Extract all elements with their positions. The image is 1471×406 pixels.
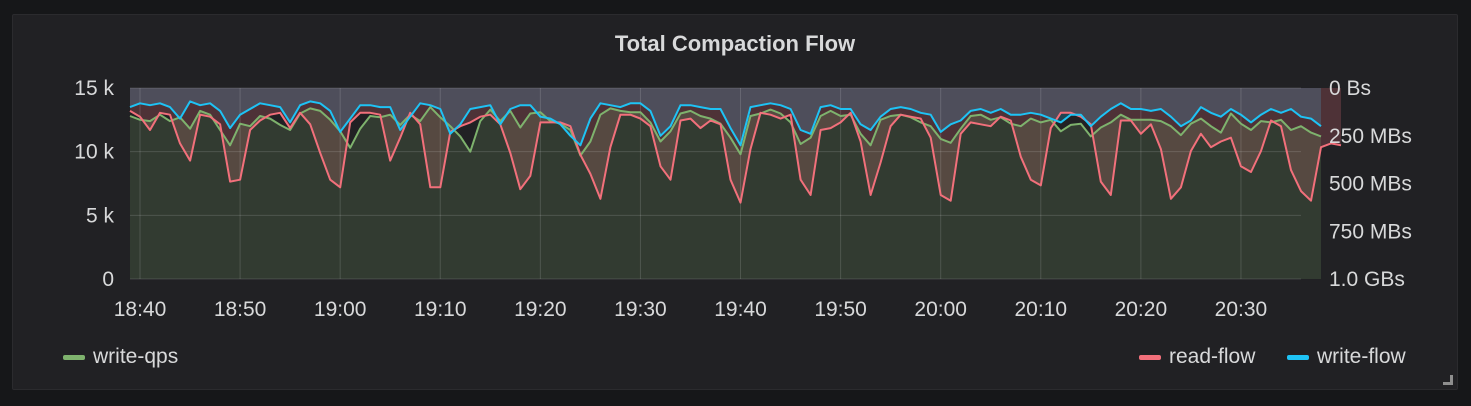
x-tick: 19:00	[314, 298, 367, 321]
panel-title[interactable]: Total Compaction Flow	[614, 31, 856, 56]
x-tick: 19:20	[514, 298, 567, 321]
x-tick: 19:50	[814, 298, 867, 321]
x-tick: 20:20	[1115, 298, 1168, 321]
legend-item-write-qps[interactable]: write-qps	[63, 345, 178, 369]
y-tick-left: 10 k	[74, 141, 114, 164]
resize-handle[interactable]	[1443, 375, 1453, 385]
write-qps-swatch	[63, 354, 85, 360]
write-flow-swatch	[1287, 354, 1309, 360]
write-qps-area	[130, 107, 1322, 279]
x-tick: 20:00	[914, 298, 967, 321]
write-flow-line	[129, 100, 1322, 147]
read-flow-swatch	[1139, 354, 1161, 360]
y-tick-left: 0	[102, 268, 114, 291]
legend-item-read-flow[interactable]: read-flow	[1139, 345, 1255, 369]
read-flow-line	[129, 110, 1342, 204]
legend-item-write-flow[interactable]: write-flow	[1287, 345, 1406, 369]
x-tick: 19:40	[714, 298, 767, 321]
legend-label-write-flow: write-flow	[1317, 345, 1406, 368]
x-tick: 19:10	[414, 298, 467, 321]
y-tick-right: 250 MBs	[1329, 125, 1412, 148]
y-tick-left: 15 k	[74, 77, 114, 100]
x-tick: 18:50	[214, 298, 267, 321]
y-tick-right: 0 Bs	[1329, 77, 1371, 100]
chart-svg: 0 5 k 10 k 15 k 0 Bs 250 MBs 500 MBs 750 MBs 1.…	[74, 77, 1412, 321]
y-tick-right: 500 MBs	[1329, 173, 1412, 196]
x-tick: 20:10	[1014, 298, 1067, 321]
y-tick-left: 5 k	[86, 204, 115, 227]
x-tick: 18:40	[114, 298, 167, 321]
legend-label-read-flow: read-flow	[1169, 345, 1256, 368]
x-tick: 20:30	[1215, 298, 1268, 321]
legend-label-write-qps: write-qps	[93, 345, 179, 368]
x-tick: 19:30	[614, 298, 667, 321]
chart-panel: Total Compaction Flow 0 5 k 10 k 15 k 0 Bs 2…	[12, 14, 1458, 390]
write-qps-line	[129, 106, 1322, 157]
y-tick-right: 750 MBs	[1329, 220, 1412, 243]
y-tick-right: 1.0 GBs	[1329, 268, 1405, 291]
